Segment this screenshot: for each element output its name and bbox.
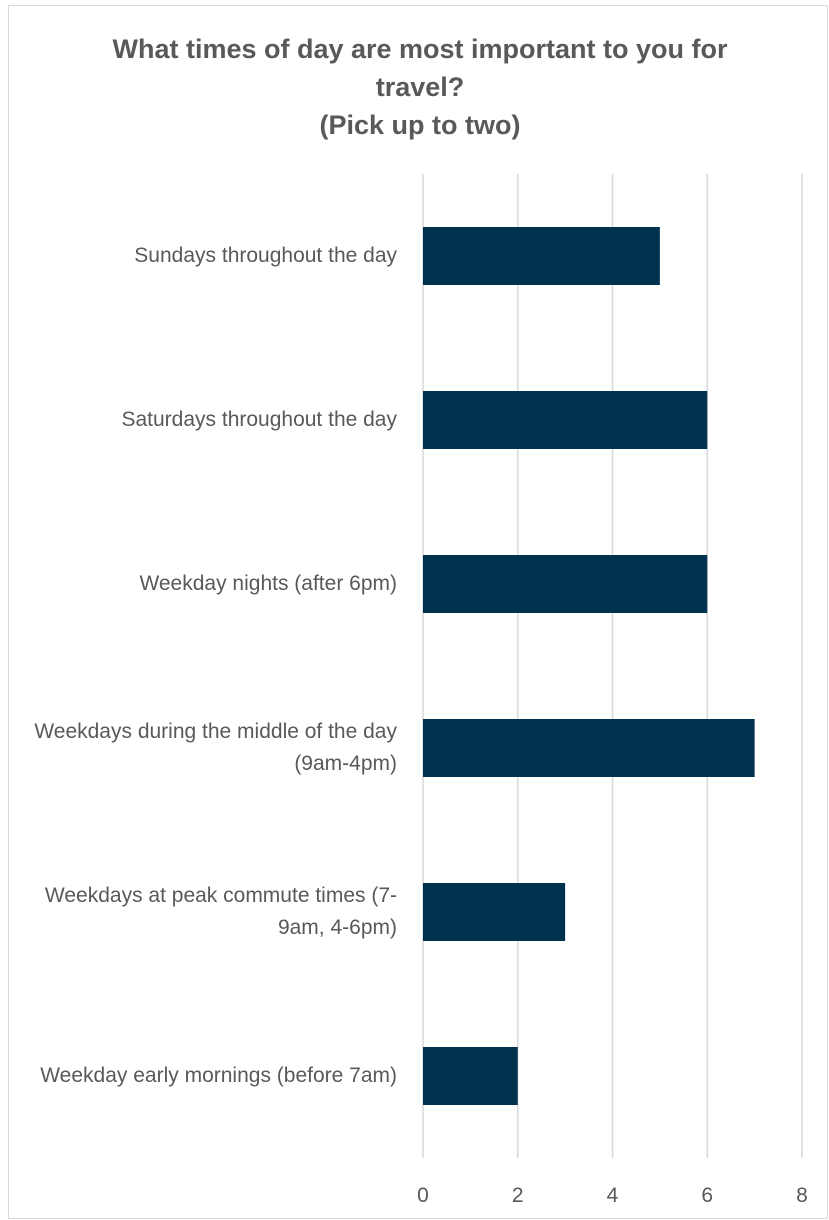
y-tick-label: Weekday early mornings (before 7am): [40, 1064, 397, 1087]
bar: [423, 883, 566, 941]
x-tick-label: 2: [512, 1184, 524, 1207]
bar: [423, 391, 708, 449]
bar: [423, 555, 708, 613]
y-tick-label: Weekdays during the middle of the day (9…: [34, 720, 397, 775]
chart-frame: [8, 5, 828, 1219]
y-tick-label: Weekday nights (after 6pm): [139, 572, 397, 595]
x-tick-label: 6: [701, 1184, 713, 1207]
bar: [423, 227, 660, 285]
y-tick-label: Weekdays at peak commute times (7-9am, 4…: [44, 884, 397, 939]
y-tick-label: Sundays throughout the day: [134, 244, 397, 267]
bar: [423, 719, 755, 777]
bar: [423, 1047, 518, 1105]
x-tick-label: 8: [796, 1184, 808, 1207]
x-tick-label: 0: [417, 1184, 429, 1207]
chart-title-block: What times of day are most important to …: [70, 30, 770, 144]
y-tick-label: Saturdays throughout the day: [121, 408, 397, 431]
chart-subtitle: (Pick up to two): [319, 110, 521, 140]
chart-title: What times of day are most important to …: [112, 34, 728, 102]
x-tick-label: 4: [607, 1184, 619, 1207]
